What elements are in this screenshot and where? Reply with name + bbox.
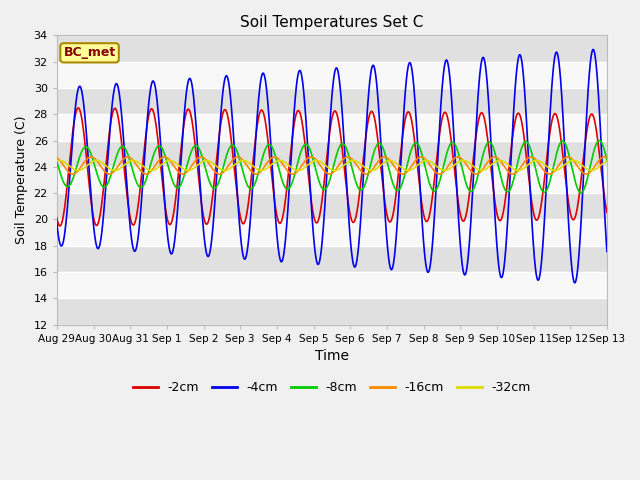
Y-axis label: Soil Temperature (C): Soil Temperature (C) — [15, 116, 28, 244]
Legend: -2cm, -4cm, -8cm, -16cm, -32cm: -2cm, -4cm, -8cm, -16cm, -32cm — [128, 376, 536, 399]
Bar — [57, 246, 607, 272]
X-axis label: Time: Time — [315, 349, 349, 363]
Bar — [57, 88, 607, 114]
Bar — [57, 36, 607, 61]
Bar — [57, 193, 607, 219]
Text: BC_met: BC_met — [63, 47, 116, 60]
Title: Soil Temperatures Set C: Soil Temperatures Set C — [240, 15, 424, 30]
Bar — [57, 298, 607, 324]
Bar — [57, 141, 607, 167]
